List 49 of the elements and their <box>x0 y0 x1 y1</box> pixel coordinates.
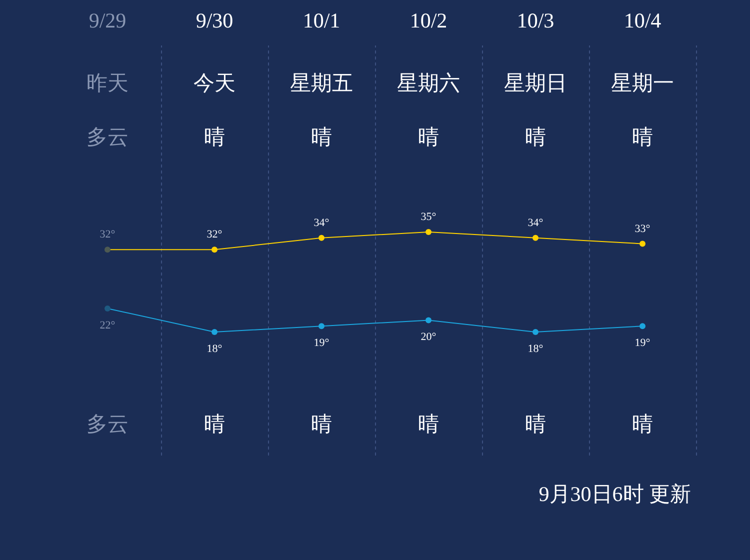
text: 晴 <box>418 412 439 436</box>
data-label: 19° <box>314 337 330 350</box>
x-tick-label: 9/29 <box>88 8 126 32</box>
text: 晴 <box>311 412 332 436</box>
point <box>318 323 324 330</box>
point <box>104 305 110 312</box>
text: 晴 <box>632 125 653 149</box>
text: 9月30日6时 更新 <box>538 482 691 506</box>
x-tick-label: 10/4 <box>624 8 662 32</box>
text: 昨天 <box>86 71 128 95</box>
text: 晴 <box>204 412 225 436</box>
x-tick-label: 10/2 <box>410 8 448 32</box>
text: 今天 <box>194 71 236 95</box>
point <box>104 246 110 253</box>
x-tick-label: 10/1 <box>302 8 340 32</box>
text: 多云 <box>86 412 128 436</box>
data-label: 33° <box>634 222 650 235</box>
text: 晴 <box>204 125 225 149</box>
point <box>640 240 646 247</box>
point <box>212 246 218 253</box>
data-label: 34° <box>528 216 544 229</box>
text: 晴 <box>632 412 653 436</box>
data-label: 35° <box>420 211 436 223</box>
point <box>640 323 646 330</box>
point <box>426 229 432 235</box>
point <box>212 329 218 335</box>
text: 晴 <box>525 125 546 149</box>
point <box>426 317 432 324</box>
data-label: 32° <box>100 228 116 241</box>
text: 星期五 <box>290 71 353 95</box>
data-label: 18° <box>206 343 222 355</box>
data-label: 34° <box>314 216 330 229</box>
text: 晴 <box>418 125 439 149</box>
text: 星期六 <box>397 71 460 95</box>
text: 晴 <box>525 412 546 436</box>
text: 多云 <box>86 125 128 149</box>
x-tick-label: 10/3 <box>516 8 554 32</box>
data-label: 18° <box>528 343 544 355</box>
point <box>532 234 538 241</box>
text: 星期日 <box>504 71 567 95</box>
point <box>532 329 538 335</box>
text: 星期一 <box>611 71 674 95</box>
text: 晴 <box>311 125 332 149</box>
point <box>318 234 324 241</box>
x-tick-label: 9/30 <box>196 8 234 32</box>
data-label: 20° <box>420 331 436 344</box>
data-label: 19° <box>634 337 650 350</box>
data-label: 32° <box>206 228 222 241</box>
data-label: 22° <box>100 319 116 332</box>
